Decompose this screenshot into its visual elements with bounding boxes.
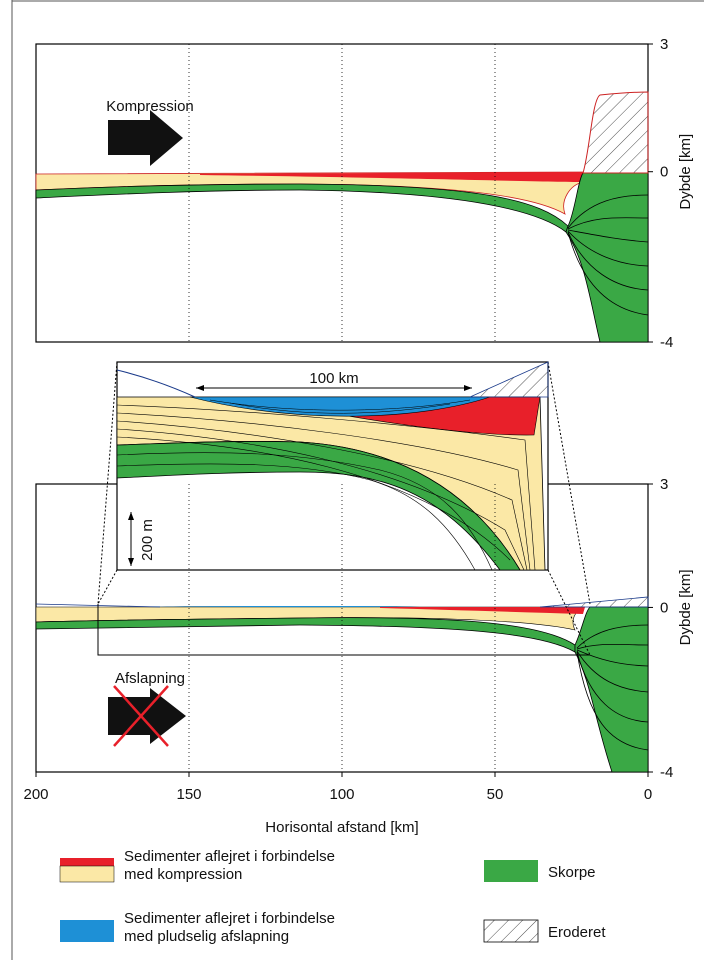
x-tick-label: 50 xyxy=(487,786,504,803)
y-axis-label: Dybde [km] xyxy=(677,134,694,210)
legend-label: Sedimenter aflejret i forbindelse xyxy=(124,910,335,927)
legend-label: Skorpe xyxy=(548,864,596,881)
legend-label: Sedimenter aflejret i forbindelse xyxy=(124,848,335,865)
x-tick-label: 0 xyxy=(644,786,652,803)
x-tick-label: 100 xyxy=(329,786,354,803)
panel-label: Kompression xyxy=(106,98,194,115)
legend-label: Eroderet xyxy=(548,924,606,941)
legend xyxy=(59,858,539,943)
x-tick-label: 150 xyxy=(176,786,201,803)
y-tick-label: -4 xyxy=(660,334,673,351)
legend-label: med kompression xyxy=(124,866,242,883)
y-tick-label: 0 xyxy=(660,164,668,181)
inset-height-label: 200 m xyxy=(139,519,156,561)
legend-label: med pludselig afslapning xyxy=(124,928,289,945)
y-tick-label: 3 xyxy=(660,36,668,53)
y-tick-label: -4 xyxy=(660,764,673,781)
y-axis-label: Dybde [km] xyxy=(677,569,694,645)
x-axis-label: Horisontal afstand [km] xyxy=(265,819,418,836)
y-tick-label: 0 xyxy=(660,599,668,616)
inset: 100 km 200 m xyxy=(97,361,591,656)
y-tick-label: 3 xyxy=(660,476,668,493)
x-tick-label: 200 xyxy=(23,786,48,803)
inset-width-label: 100 km xyxy=(309,370,358,387)
panel-label: Afslapning xyxy=(115,670,185,687)
